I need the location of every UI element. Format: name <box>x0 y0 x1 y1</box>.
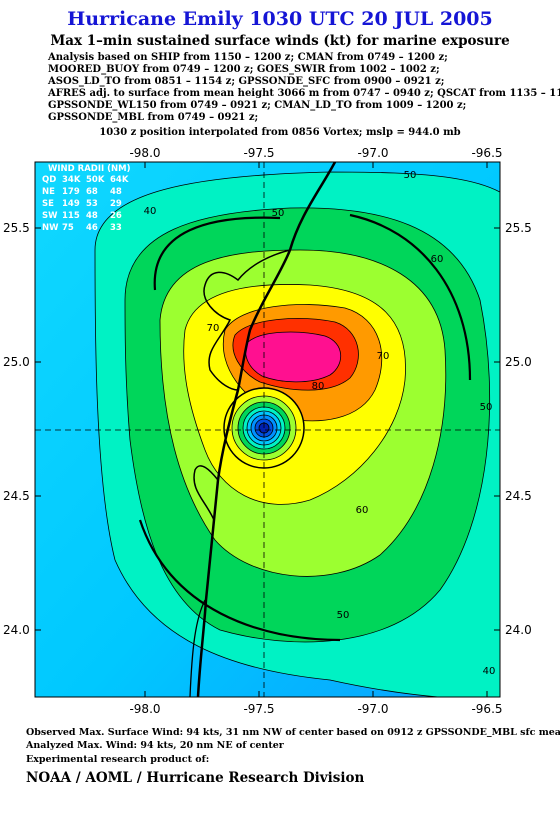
contour-label: 50 <box>272 208 285 219</box>
contour-label: 40 <box>483 666 496 677</box>
wind-radii-header: QD <box>42 175 56 185</box>
wind-radii-cell: 46 <box>86 223 98 233</box>
analysis-line: AFRES adj. to surface from mean height 3… <box>48 88 560 99</box>
title: Hurricane Emily 1030 UTC 20 JUL 2005 <box>67 8 493 30</box>
y-tick-label: 25.5 <box>3 221 30 235</box>
x-tick-label: -96.5 <box>471 146 502 160</box>
y-tick-label: 25.0 <box>3 355 30 369</box>
footer-line: Observed Max. Surface Wind: 94 kts, 31 n… <box>26 727 560 738</box>
wind-radii-cell: 48 <box>110 187 122 197</box>
contour-label: 60 <box>356 505 369 516</box>
wind-radii-cell: 115 <box>62 211 80 221</box>
analysis-line: GPSSONDE_MBL from 0749 – 0921 z; <box>48 112 259 123</box>
contour-labels: 50 40 50 60 70 70 80 50 60 50 40 <box>144 170 496 677</box>
y-tick-label: 25.5 <box>505 221 532 235</box>
contour-label: 50 <box>337 610 350 621</box>
contour-label: 40 <box>144 206 157 217</box>
wind-radii-header: 34K <box>62 175 81 185</box>
contour-label: 70 <box>377 351 390 362</box>
y-tick-label: 25.0 <box>505 355 532 369</box>
y-tick-label: 24.5 <box>505 489 532 503</box>
y-tick-label: 24.5 <box>3 489 30 503</box>
wind-radii-cell: 179 <box>62 187 80 197</box>
x-tick-label: -97.0 <box>357 146 388 160</box>
x-tick-label: -98.0 <box>129 146 160 160</box>
wind-radii-cell: 149 <box>62 199 80 209</box>
subtitle: Max 1–min sustained surface winds (kt) f… <box>50 33 510 49</box>
footer-line: Analyzed Max. Wind: 94 kts, 20 nm NE of … <box>26 740 284 751</box>
contour-label: 50 <box>480 402 493 413</box>
wind-radii-title: WIND RADII (NM) <box>48 164 131 174</box>
wind-radii-header: 50K <box>86 175 105 185</box>
y-tick-label: 24.0 <box>505 623 532 637</box>
position-note: 1030 z position interpolated from 0856 V… <box>99 127 461 138</box>
credit: NOAA / AOML / Hurricane Research Divisio… <box>26 770 365 786</box>
axes: -98.0 -98.0 -97.5 -97.5 -97.0 -97.0 -96.5 -96.5… <box>3 146 532 716</box>
footer-line: Experimental research product of: <box>26 754 210 765</box>
x-tick-label: -97.5 <box>243 702 274 716</box>
wind-radii-cell: 75 <box>62 223 74 233</box>
analysis-line: ASOS_LD_TO from 0851 – 1154 z; GPSSONDE_… <box>48 76 445 87</box>
analysis-line: MOORED_BUOY from 0749 – 1200 z; GOES_SWI… <box>48 64 440 75</box>
wind-radii-cell: 68 <box>86 187 98 197</box>
x-tick-label: -97.5 <box>243 146 274 160</box>
x-tick-label: -97.0 <box>357 702 388 716</box>
contour-label: 50 <box>404 170 417 181</box>
contour-label: 60 <box>431 254 444 265</box>
wind-radii-cell: SE <box>42 199 54 209</box>
contour-label: 80 <box>312 381 325 392</box>
wind-map: WIND RADII (NM)QD 34K 50K 64K NE 179 68 48 SE 149… <box>3 146 532 716</box>
contour-label: 70 <box>207 323 220 334</box>
analysis-line: GPSSONDE_WL150 from 0749 – 0921 z; CMAN_… <box>48 100 467 111</box>
wind-radii-cell: 53 <box>86 199 98 209</box>
wind-radii-cell: 26 <box>110 211 122 221</box>
wind-radii-cell: NW <box>42 223 59 233</box>
wind-radii-cell: 48 <box>86 211 98 221</box>
wind-radii-cell: 29 <box>110 199 122 209</box>
wind-field <box>35 162 500 697</box>
analysis-line: Analysis based on SHIP from 1150 – 1200 … <box>48 52 448 63</box>
wind-radii-header: 64K <box>110 175 129 185</box>
wind-radii-cell: SW <box>42 211 58 221</box>
wind-radii-table: WIND RADII (NM)QD 34K 50K 64K NE 179 68 48 SE 149… <box>42 164 131 233</box>
wind-radii-cell: NE <box>42 187 55 197</box>
wind-radii-cell: 33 <box>110 223 122 233</box>
x-tick-label: -96.5 <box>471 702 502 716</box>
x-tick-label: -98.0 <box>129 702 160 716</box>
y-tick-label: 24.0 <box>3 623 30 637</box>
